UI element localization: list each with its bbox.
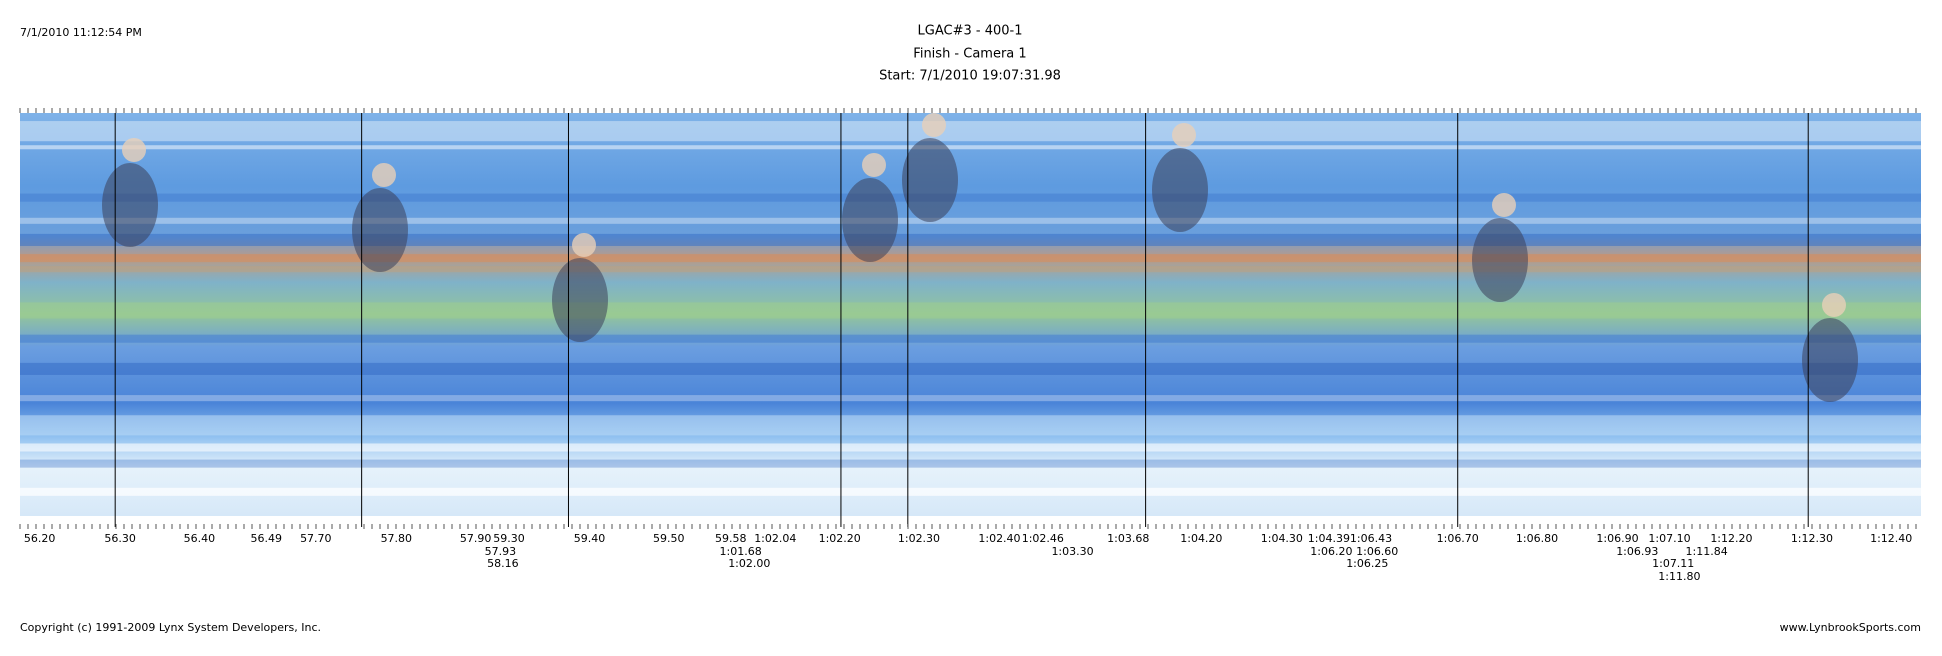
time-label: 1:03.68 xyxy=(1107,532,1149,545)
time-label: 57.70 xyxy=(300,532,332,545)
website: www.LynbrookSports.com xyxy=(1780,621,1921,634)
runner-head xyxy=(862,153,886,177)
time-label: 56.49 xyxy=(251,532,283,545)
timestamp: 7/1/2010 11:12:54 PM xyxy=(20,26,142,39)
time-label: 1:02.00 xyxy=(728,557,770,570)
time-label: 57.93 xyxy=(485,545,517,558)
stripe xyxy=(20,302,1921,319)
time-label: 59.40 xyxy=(574,532,606,545)
time-label: 1:04.39 xyxy=(1308,532,1350,545)
runner-head xyxy=(1172,123,1196,147)
ruler xyxy=(19,108,1917,529)
time-label: 1:07.10 xyxy=(1648,532,1690,545)
title: LGAC#3 - 400-1 xyxy=(918,24,1023,39)
time-label: 1:06.43 xyxy=(1350,532,1392,545)
runner-head xyxy=(122,138,146,162)
runner-body xyxy=(352,188,408,272)
time-labels: 56.20 56.30 56.40 56.49 57.70 57.80 57.90 59.30… xyxy=(24,532,1912,583)
subtitle: Finish - Camera 1 xyxy=(913,47,1026,62)
time-label: 59.50 xyxy=(653,532,685,545)
time-label: 1:02.30 xyxy=(898,532,940,545)
time-label: 1:02.40 xyxy=(978,532,1020,545)
stripe xyxy=(20,334,1921,343)
time-label: 1:02.46 xyxy=(1022,532,1064,545)
time-label: 56.30 xyxy=(104,532,136,545)
time-label: 1:11.84 xyxy=(1686,545,1728,558)
stripe xyxy=(20,121,1921,142)
time-label: 1:12.20 xyxy=(1710,532,1752,545)
time-label: 1:06.70 xyxy=(1437,532,1479,545)
time-label: 56.20 xyxy=(24,532,56,545)
time-label: 1:06.25 xyxy=(1346,557,1388,570)
runner-head xyxy=(922,113,946,137)
runner-body xyxy=(1472,218,1528,302)
runner-body xyxy=(102,163,158,247)
time-label: 1:12.40 xyxy=(1870,532,1912,545)
time-label: 1:06.60 xyxy=(1356,545,1398,558)
finish-photo xyxy=(20,113,1921,527)
stripe xyxy=(20,217,1921,224)
time-label: 1:04.30 xyxy=(1261,532,1303,545)
time-label: 56.40 xyxy=(184,532,216,545)
runner-body xyxy=(1802,318,1858,402)
stripe xyxy=(20,193,1921,202)
copyright: Copyright (c) 1991-2009 Lynx System Deve… xyxy=(20,621,321,634)
time-label: 59.30 xyxy=(493,532,525,545)
stripe xyxy=(20,443,1921,452)
time-label: 57.90 xyxy=(460,532,492,545)
time-label: 1:11.80 xyxy=(1658,570,1700,583)
time-label: 57.80 xyxy=(381,532,413,545)
stripe xyxy=(20,233,1921,246)
time-label: 1:07.11 xyxy=(1652,557,1694,570)
time-label: 1:12.30 xyxy=(1791,532,1833,545)
time-label: 1:02.20 xyxy=(819,532,861,545)
stripe xyxy=(20,362,1921,375)
time-label: 1:02.04 xyxy=(754,532,796,545)
runner-body xyxy=(1152,148,1208,232)
time-label: 59.58 xyxy=(715,532,747,545)
runner-head xyxy=(372,163,396,187)
time-label: 58.16 xyxy=(487,557,519,570)
time-label: 1:06.93 xyxy=(1616,545,1658,558)
time-label: 1:06.20 xyxy=(1310,545,1352,558)
stripe xyxy=(20,254,1921,263)
runner-body xyxy=(842,178,898,262)
stripe xyxy=(20,487,1921,496)
time-label: 1:03.30 xyxy=(1051,545,1093,558)
runner-head xyxy=(1492,193,1516,217)
stripe xyxy=(20,415,1921,436)
start-time: Start: 7/1/2010 19:07:31.98 xyxy=(879,69,1061,84)
time-label: 1:01.68 xyxy=(720,545,762,558)
stripe xyxy=(20,145,1921,150)
runner-body xyxy=(902,138,958,222)
stripe xyxy=(20,266,1921,273)
runner-head xyxy=(1822,293,1846,317)
runner-head xyxy=(572,233,596,257)
time-label: 1:04.20 xyxy=(1180,532,1222,545)
runner-body xyxy=(552,258,608,342)
stripe xyxy=(20,395,1921,402)
time-label: 1:06.80 xyxy=(1516,532,1558,545)
time-label: 1:06.90 xyxy=(1596,532,1638,545)
stripe xyxy=(20,459,1921,468)
